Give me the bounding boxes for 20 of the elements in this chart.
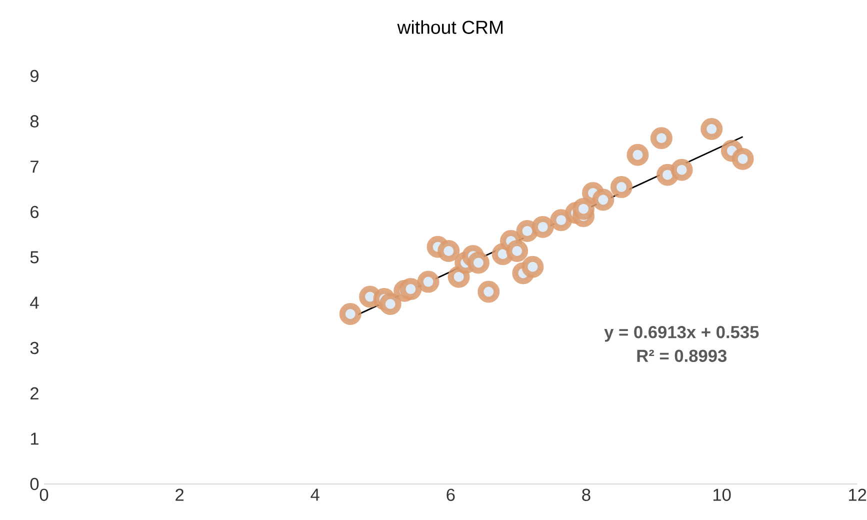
x-tick-label: 6 — [446, 488, 455, 501]
y-tick-label: 0 — [30, 478, 39, 490]
x-tick-label: 12 — [849, 488, 866, 501]
x-tick-label: 4 — [310, 488, 320, 501]
x-tick-label: 10 — [713, 488, 731, 501]
y-tick-label: 1 — [30, 432, 38, 445]
annotation: R² = 0.8993 — [637, 350, 727, 362]
y-tick-label: 7 — [30, 160, 38, 173]
y-tick-label: 2 — [30, 387, 38, 400]
x-tick-label: 0 — [40, 488, 48, 501]
y-tick-label: 3 — [30, 342, 39, 354]
y-tick-label: 8 — [30, 115, 39, 128]
annotation: y = 0.6913x + 0.535 — [604, 326, 759, 342]
y-tick-label: 5 — [30, 251, 39, 264]
y-tick-label: 9 — [30, 70, 38, 82]
y-tick-label: 6 — [30, 206, 39, 218]
x-tick-label: 8 — [582, 488, 590, 501]
x-tick-label: 2 — [176, 488, 184, 501]
y-tick-label: 4 — [30, 296, 39, 309]
chart-title: without CRM — [397, 20, 503, 34]
